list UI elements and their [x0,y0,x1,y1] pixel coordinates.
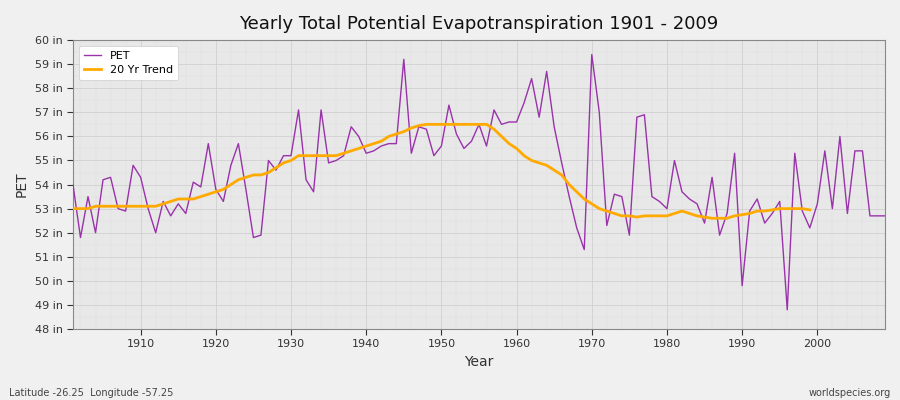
20 Yr Trend [240,175,251,180]
20 Yr Trend [706,216,717,221]
PET [609,192,620,197]
Legend: PET, 20 Yr Trend: PET, 20 Yr Trend [78,46,178,80]
PET [782,307,793,312]
20 Yr Trend [293,153,304,158]
X-axis label: Year: Year [464,355,494,369]
20 Yr Trend [805,208,815,212]
Title: Yearly Total Potential Evapotranspiration 1901 - 2009: Yearly Total Potential Evapotranspiratio… [239,15,718,33]
Text: worldspecies.org: worldspecies.org [809,388,891,398]
20 Yr Trend [68,206,78,211]
20 Yr Trend [466,122,477,127]
Text: Latitude -26.25  Longitude -57.25: Latitude -26.25 Longitude -57.25 [9,388,174,398]
PET [879,214,890,218]
20 Yr Trend [421,122,432,127]
PET [511,120,522,124]
Line: 20 Yr Trend: 20 Yr Trend [73,124,810,218]
PET [338,153,349,158]
20 Yr Trend [444,122,454,127]
20 Yr Trend [263,170,274,175]
Line: PET: PET [73,54,885,310]
20 Yr Trend [654,214,665,218]
PET [68,182,78,187]
PET [293,108,304,112]
PET [128,163,139,168]
PET [504,120,515,124]
PET [587,52,598,57]
Y-axis label: PET: PET [15,172,29,197]
